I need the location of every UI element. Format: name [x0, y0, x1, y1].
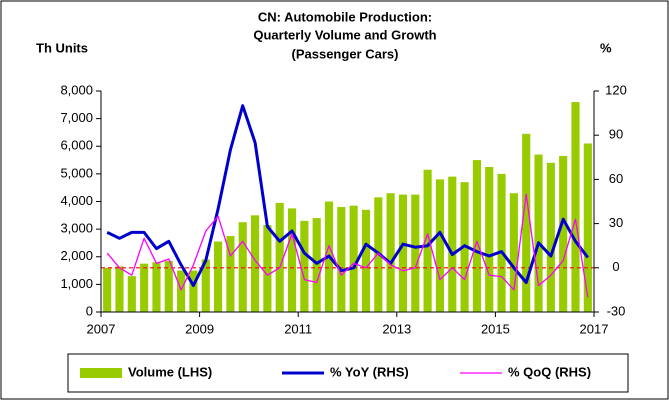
bar [349, 205, 358, 312]
x-tick-label: 2013 [382, 321, 411, 336]
y-tick-label: 8,000 [60, 82, 93, 97]
legend-label: % QoQ (RHS) [508, 364, 591, 379]
bar [115, 266, 124, 312]
bar [571, 102, 580, 312]
y2-tick-label: 90 [609, 127, 623, 142]
legend-swatch [80, 368, 122, 378]
bar [546, 162, 555, 312]
bar [337, 207, 346, 312]
y2-axis-label: % [600, 40, 612, 55]
y-tick-label: 5,000 [60, 165, 93, 180]
bar [435, 179, 445, 312]
y2-tick-label: 120 [605, 82, 627, 97]
bar [583, 143, 592, 312]
y-tick-label: 3,000 [60, 221, 93, 236]
bar [226, 236, 235, 312]
bar [398, 194, 408, 312]
y2-tick-label: 30 [609, 215, 623, 230]
y2-tick-label: 0 [612, 259, 619, 274]
y-tick-label: 7,000 [60, 110, 93, 125]
bar [312, 218, 321, 312]
bar [300, 220, 309, 312]
bar [164, 260, 173, 312]
bar [250, 215, 260, 312]
y2-tick-label: -30 [607, 303, 626, 318]
x-tick-label: 2011 [284, 321, 312, 336]
bar [509, 193, 518, 312]
bar [472, 160, 481, 312]
bar [361, 209, 371, 312]
bar [214, 241, 223, 312]
bar [287, 208, 297, 312]
bar [140, 263, 149, 312]
bar [238, 222, 247, 312]
chart-title: CN: Automobile Production: [258, 9, 432, 24]
bar [201, 259, 210, 312]
x-tick-label: 2007 [87, 321, 116, 336]
bar [127, 276, 136, 312]
chart-title: (Passenger Cars) [292, 46, 399, 61]
bar [534, 154, 543, 312]
bar [522, 133, 531, 312]
bar [559, 155, 568, 312]
bar [275, 202, 284, 312]
y-tick-label: 2,000 [60, 248, 93, 263]
bar [103, 267, 112, 312]
x-tick-label: 2015 [481, 321, 510, 336]
y-tick-label: 0 [86, 303, 93, 318]
y2-tick-label: 60 [609, 171, 623, 186]
bar [386, 193, 395, 312]
y-tick-label: 1,000 [60, 276, 93, 291]
y-tick-label: 6,000 [60, 138, 93, 153]
legend-label: Volume (LHS) [128, 364, 212, 379]
line [106, 193, 589, 298]
legend-label: % YoY (RHS) [330, 364, 409, 379]
chart-title: Quarterly Volume and Growth [253, 27, 436, 42]
bar [152, 262, 161, 312]
bar [485, 166, 494, 312]
x-tick-label: 2009 [185, 321, 214, 336]
bar [411, 194, 420, 312]
bar [423, 169, 432, 312]
bar [263, 224, 272, 312]
legend-box [67, 353, 629, 393]
x-tick-label: 2017 [580, 321, 609, 336]
y-axis-label: Th Units [36, 40, 88, 55]
bar [497, 173, 506, 312]
bar [448, 176, 457, 312]
bar [189, 270, 198, 312]
bar [177, 270, 186, 312]
y-tick-label: 4,000 [60, 193, 93, 208]
